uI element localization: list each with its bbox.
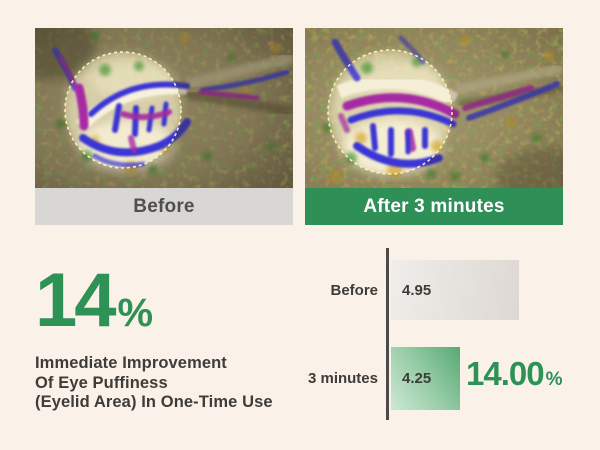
caption-before: Before <box>35 188 293 225</box>
headline-description-line3: (Eyelid Area) In One-Time Use <box>35 393 273 411</box>
headline-description-line2: Of Eye Puffiness <box>35 373 168 392</box>
puffiness-bar-chart: Before 4.95 3 minutes 4.25 14.00 % <box>300 245 590 435</box>
caption-after-label: After 3 minutes <box>363 195 505 217</box>
highlight-circle <box>327 49 453 175</box>
caption-before-label: Before <box>133 195 195 217</box>
improvement-value: 14.00 <box>466 355 545 392</box>
chart-row-label-before: Before <box>330 282 378 299</box>
figure-before: Before <box>35 28 293 225</box>
highlight-circle <box>64 51 182 169</box>
figure-after: After 3 minutes <box>305 28 563 225</box>
dim-overlay <box>35 28 293 188</box>
headline-value: 14 <box>35 258 117 343</box>
headline-number: 14 % <box>35 263 305 339</box>
headline-description: Immediate Improvement Of Eye Puffiness (… <box>35 354 305 413</box>
chart-bar-before-value: 4.95 <box>402 281 432 299</box>
thermal-image-before <box>35 28 293 188</box>
headline-stat: 14 % Immediate Improvement Of Eye Puffin… <box>35 263 305 413</box>
improvement-annotation: 14.00 % <box>466 355 563 393</box>
headline-description-line1: Immediate Improvement <box>35 354 227 372</box>
dim-overlay <box>305 28 563 188</box>
thermal-image-after <box>305 28 563 188</box>
improvement-percent-sign: % <box>545 369 563 390</box>
caption-after: After 3 minutes <box>305 188 563 225</box>
chart-bar-before: 4.95 <box>391 260 519 320</box>
chart-axis-line <box>386 248 389 420</box>
chart-row-label-3-minutes: 3 minutes <box>307 370 378 387</box>
headline-percent-sign: % <box>117 291 154 335</box>
chart-bar-3-minutes: 4.25 <box>391 347 460 410</box>
chart-bar-3-minutes-value: 4.25 <box>402 370 432 387</box>
